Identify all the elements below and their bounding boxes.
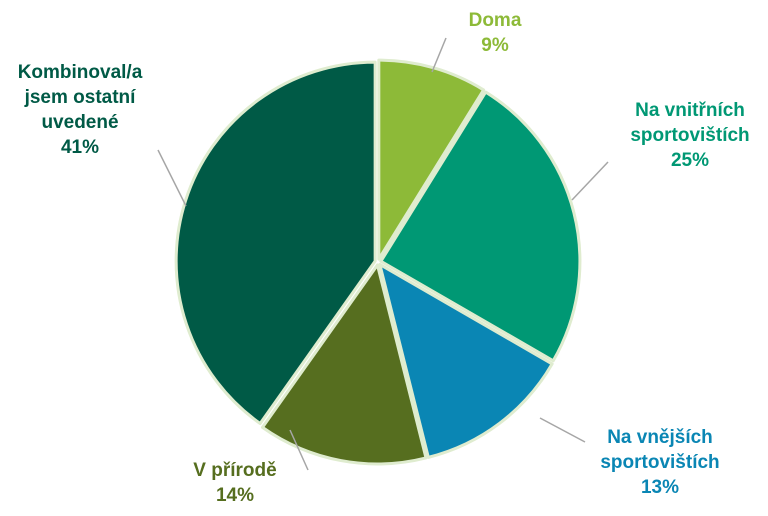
value-label: 14%: [215, 485, 255, 506]
slice-label: Na vnějších sportovištích 13%: [575, 425, 745, 500]
slice-label: Kombinoval/a jsem ostatní uvedené 41%: [5, 60, 155, 160]
category-label: V přírodě: [193, 460, 277, 481]
slice-label: Doma 9%: [440, 8, 550, 58]
pie-slice: [379, 90, 582, 363]
category-label: Doma: [468, 10, 522, 31]
category-label: Na vnitřních sportovištích: [630, 100, 750, 146]
value-label: 9%: [481, 35, 509, 56]
value-label: 25%: [670, 150, 710, 171]
leader-line: [431, 37, 447, 73]
value-label: 41%: [60, 137, 100, 158]
value-label: 13%: [640, 477, 680, 498]
pie-slice: [378, 262, 554, 459]
leader-line: [289, 429, 309, 471]
leader-line: [571, 161, 609, 201]
slice-label: Na vnitřních sportovištích 25%: [600, 98, 768, 173]
slice-label: V přírodě 14%: [180, 458, 290, 508]
category-label: Na vnějších sportovištích: [600, 427, 720, 473]
pie-slice: [260, 263, 428, 466]
leader-line: [539, 417, 586, 443]
category-label: Kombinoval/a jsem ostatní uvedené: [17, 62, 143, 133]
leader-line: [157, 149, 187, 207]
pie-slice: [174, 60, 377, 426]
